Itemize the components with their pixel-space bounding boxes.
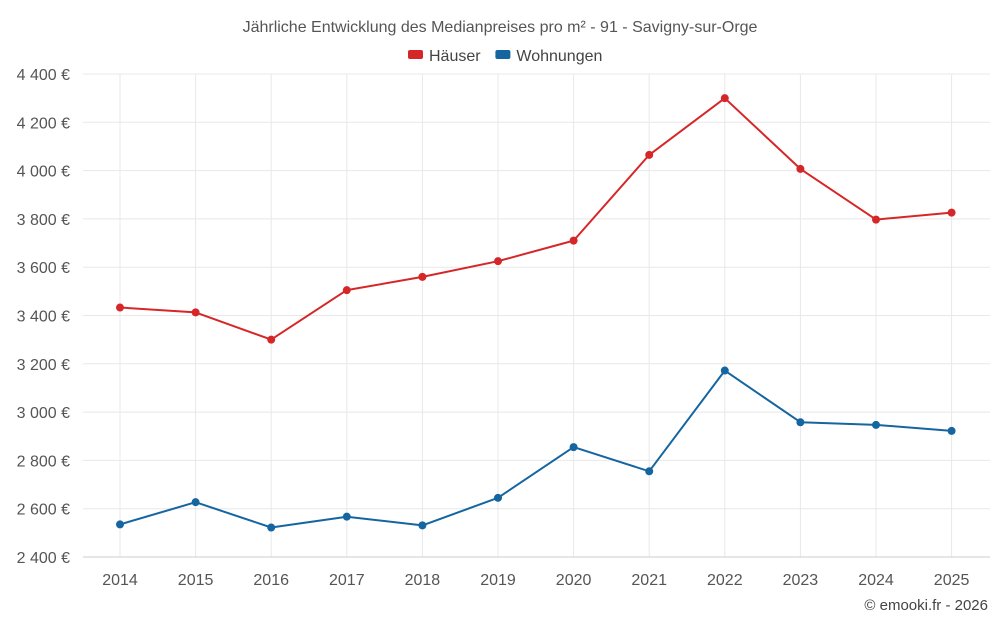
data-point xyxy=(645,467,654,476)
y-tick-label: 4 000 € xyxy=(17,164,70,181)
y-tick-label: 2 600 € xyxy=(17,502,70,519)
series-line xyxy=(119,97,952,341)
data-point xyxy=(569,236,578,245)
legend: Häuser Wohnungen xyxy=(408,48,602,65)
data-point xyxy=(720,94,729,103)
data-point xyxy=(494,493,502,502)
y-tick-label: 4 400 € xyxy=(17,67,70,84)
series-line xyxy=(119,369,952,529)
x-tick-label: 2021 xyxy=(631,572,667,589)
chart-title: Jährliche Entwicklung des Medianpreises … xyxy=(243,19,758,36)
data-point xyxy=(720,366,729,375)
x-tick-label: 2023 xyxy=(783,572,819,589)
y-tick-label: 3 000 € xyxy=(17,405,70,422)
x-axis: 2014 2015 2016 2017 2018 2019 2020 2021 2022 2023… xyxy=(83,556,990,589)
y-tick-label: 3 600 € xyxy=(17,260,70,277)
y-tick-label: 2 400 € xyxy=(17,550,70,567)
data-point xyxy=(191,308,200,317)
data-point xyxy=(116,520,124,529)
legend-label: Häuser xyxy=(429,48,481,65)
legend-label: Wohnungen xyxy=(516,48,602,65)
data-point xyxy=(947,208,956,217)
x-tick-label: 2022 xyxy=(707,572,743,589)
data-point xyxy=(494,257,502,266)
data-point xyxy=(872,420,880,429)
data-point xyxy=(418,521,427,530)
data-point xyxy=(872,215,880,224)
x-tick-label: 2015 xyxy=(178,572,214,589)
y-tick-label: 3 800 € xyxy=(17,212,70,229)
grid xyxy=(83,73,990,557)
data-point xyxy=(267,523,276,532)
x-tick-label: 2017 xyxy=(329,572,365,589)
data-point xyxy=(342,512,351,521)
credit-text: © emooki.fr - 2026 xyxy=(864,597,988,614)
data-point xyxy=(267,335,276,344)
x-tick-label: 2014 xyxy=(102,572,138,589)
data-point xyxy=(342,286,351,295)
legend-swatch xyxy=(408,50,423,59)
y-tick-label: 2 800 € xyxy=(17,453,70,470)
data-point xyxy=(116,303,124,312)
y-tick-label: 3 200 € xyxy=(17,357,70,374)
x-tick-label: 2024 xyxy=(858,572,894,589)
data-point xyxy=(645,150,654,159)
legend-swatch xyxy=(495,50,511,59)
legend-item: Wohnungen xyxy=(495,48,602,65)
data-point xyxy=(569,443,578,452)
x-tick-label: 2019 xyxy=(480,572,516,589)
data-point xyxy=(191,498,200,507)
series-wohnungen xyxy=(116,366,956,532)
x-tick-label: 2016 xyxy=(253,572,289,589)
y-axis: 2 400 € 2 600 € 2 800 € 3 000 € 3 200 € 3 400… xyxy=(17,67,70,567)
y-tick-label: 3 400 € xyxy=(17,309,70,326)
x-tick-label: 2025 xyxy=(934,572,970,589)
series-haeuser xyxy=(116,94,956,344)
x-tick-label: 2020 xyxy=(556,572,592,589)
data-point xyxy=(796,164,805,173)
data-point xyxy=(947,426,956,435)
data-point xyxy=(796,418,805,427)
series-group xyxy=(116,94,956,532)
legend-item: Häuser xyxy=(408,48,481,65)
y-tick-label: 4 200 € xyxy=(17,115,70,132)
data-point xyxy=(418,272,427,281)
x-tick-label: 2018 xyxy=(405,572,441,589)
